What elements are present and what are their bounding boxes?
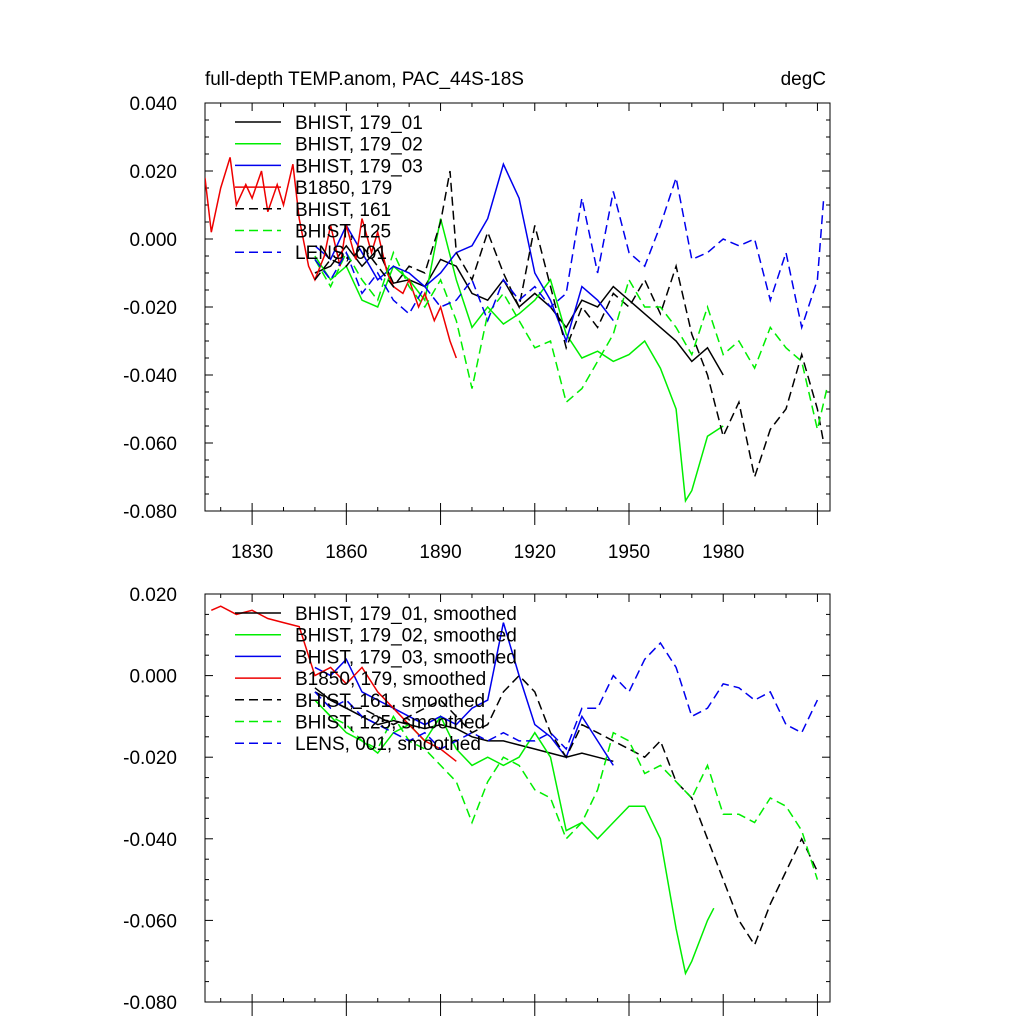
series-line [205,157,458,359]
x-tick-label: 1950 [608,542,650,563]
y-tick-label: -0.060 [123,911,177,932]
series-layer [205,157,828,504]
y-tick-label: -0.080 [123,993,177,1014]
series-line [314,699,715,976]
y-tick-label: -0.020 [123,298,177,319]
x-tick-label: 1830 [231,542,273,563]
series-line [314,687,614,763]
legend-label: LENS, 001 [295,243,387,264]
legend-label: BHIST, 179_02 [295,135,423,156]
y-tick-label: -0.040 [123,830,177,851]
legend-label: B1850, 179 [295,178,392,199]
x-tick-label: 1920 [514,542,556,563]
chart-units: degC [781,69,826,90]
x-tick-label: 1860 [325,542,367,563]
legend-label: BHIST, 179_03 [295,156,423,177]
legend-label: BHIST, 179_03, smoothed [295,647,517,668]
chart-title: full-depth TEMP.anom, PAC_44S-18S [205,69,524,90]
legend-label: BHIST, 161, smoothed [295,691,485,712]
legend-label: BHIST, 125, smoothed [295,713,485,734]
y-tick-label: -0.020 [123,748,177,769]
x-tick-label: 1890 [419,542,461,563]
y-tick-label: 0.020 [129,162,177,183]
y-tick-label: -0.060 [123,434,177,455]
top-panel: -0.080 -0.060 -0.040 -0.020 0.000 0.020 0.040 1… [123,69,831,563]
y-tick-label: 0.000 [129,667,177,688]
legend-label: BHIST, 179_01, smoothed [295,604,517,625]
series-line [314,162,614,344]
y-tick-label: 0.040 [129,94,177,115]
series-line [314,250,828,430]
y-tick-label: 0.020 [129,585,177,606]
legend-label: BHIST, 125 [295,222,391,243]
y-tick-label: -0.080 [123,502,177,523]
legend-label: LENS, 001, smoothed [295,734,481,755]
series-line [314,699,819,880]
y-tick-label: 0.000 [129,230,177,251]
legend-label: B1850, 179, smoothed [295,669,486,690]
series-line [314,174,825,331]
series-line [314,641,819,751]
series-line [314,170,825,480]
series-layer [211,605,819,976]
series-line [314,674,819,947]
y-tick-label: -0.040 [123,366,177,387]
legend-label: BHIST, 161 [295,200,391,221]
legend-label: BHIST, 179_02, smoothed [295,626,517,647]
x-tick-label: 1980 [702,542,744,563]
legend-label: BHIST, 179_01 [295,113,423,134]
series-line [211,605,457,762]
bottom-panel: -0.080 -0.060 -0.040 -0.020 0.000 0.020 BHIST,… [123,585,831,1016]
